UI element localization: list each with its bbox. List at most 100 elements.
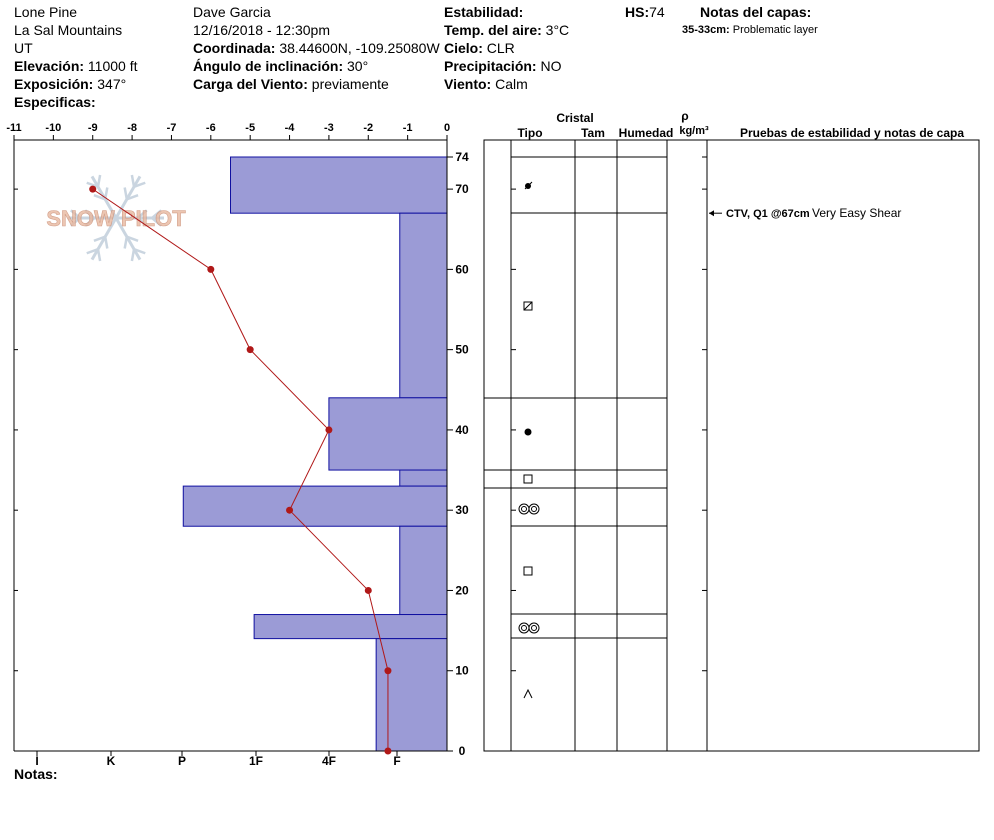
notes-label: Notas: — [14, 766, 58, 782]
faceted-rounded-grain-icon — [523, 301, 533, 311]
air-temp-value: 3°C — [545, 22, 570, 38]
hardness-bar — [230, 156, 448, 214]
test-result-code: CTV, Q1 @67cm — [726, 208, 810, 220]
melt-forms-grain-inner — [521, 506, 527, 512]
hardness-tick-label: 4F — [322, 754, 336, 768]
depth-hoar-grain-icon — [523, 688, 533, 699]
depth-tick-label: 0 — [459, 744, 466, 758]
type-header: Tipo — [517, 126, 542, 140]
temperature-point — [89, 185, 97, 193]
temperature-point — [207, 265, 215, 273]
temp-tick-label: -11 — [6, 122, 21, 134]
elevation-value: 11000 ft — [87, 58, 138, 74]
depth-tick-label: 10 — [455, 664, 469, 678]
coordinate-row: Coordinada: 38.44600N, -109.25080W — [193, 40, 440, 56]
temperature-point — [246, 346, 254, 354]
depth-tick-label: 60 — [455, 262, 469, 276]
crystal-header: Cristal — [556, 111, 593, 125]
aspect-row: Exposición: 347° — [14, 76, 126, 92]
density-header: ρ — [681, 109, 688, 123]
melt-forms-grain-icon-2 — [528, 503, 540, 515]
wind-value: Calm — [495, 76, 528, 92]
sky-label: Cielo: — [444, 40, 483, 56]
depth-tick-label: 70 — [455, 182, 469, 196]
wind-load-row: Carga del Viento: previamente — [193, 76, 389, 92]
temperature-point — [286, 506, 294, 514]
air-temp-label: Temp. del aire: — [444, 22, 542, 38]
wind-label: Viento: — [444, 76, 492, 92]
mountain-range: La Sal Mountains — [14, 22, 123, 38]
hardness-bar — [182, 485, 448, 527]
hardness-bar — [328, 397, 448, 471]
temp-tick-label: -1 — [403, 122, 413, 134]
wind-row: Viento: Calm — [444, 76, 528, 92]
aspect-label: Exposición: — [14, 76, 94, 92]
location: Lone Pine — [14, 4, 78, 20]
faceted-grain-icon — [523, 474, 533, 484]
temp-tick-label: -4 — [285, 122, 296, 134]
hardness-bar — [375, 638, 448, 752]
layer-note-text: Problematic layer — [732, 24, 818, 36]
elevation-label: Elevación: — [14, 58, 85, 74]
size-header: Tam — [581, 126, 605, 140]
temp-tick-label: -5 — [245, 122, 255, 134]
faceted-grain-icon — [523, 566, 533, 576]
layer-notes-label: Notas del capas: — [700, 4, 812, 20]
hardness-tick-label: I — [35, 754, 38, 768]
temp-tick-label: -8 — [127, 122, 137, 134]
hardness-tick-label: K — [107, 754, 116, 768]
wind-load-value: previamente — [311, 76, 389, 92]
sky-value: CLR — [486, 40, 515, 56]
hardness-bar — [399, 525, 448, 616]
depth-tick-label: 74 — [455, 150, 469, 164]
moisture-header: Humedad — [619, 126, 674, 140]
hardness-bar — [253, 614, 448, 640]
melt-forms-grain-inner — [521, 625, 527, 631]
hardness-tick-label: F — [393, 754, 400, 768]
incline-label: Ángulo de inclinación: — [193, 58, 344, 74]
hardness-tick-label: P — [178, 754, 186, 768]
hs-row: HS:74 — [625, 4, 665, 20]
temp-tick-label: -6 — [206, 122, 216, 134]
specifics-label: Especificas: — [14, 94, 96, 110]
observer: Dave Garcia — [193, 4, 271, 20]
temp-tick-label: -9 — [88, 122, 98, 134]
watermark-text: SNOW PILOT — [46, 206, 186, 231]
temp-tick-label: -3 — [324, 122, 334, 134]
melt-forms-grain-icon-2 — [528, 622, 540, 634]
faceted-rounded-grain-stroke — [523, 301, 533, 311]
layer-table-frame — [483, 139, 980, 752]
temp-tick-label: -2 — [363, 122, 373, 134]
temperature-point — [325, 426, 333, 434]
rounded-grain-icon — [524, 428, 532, 436]
wind-load-label: Carga del Viento: — [193, 76, 308, 92]
density-unit: kg/m³ — [679, 125, 709, 137]
hs-label: HS: — [625, 4, 650, 20]
air-temp-row: Temp. del aire: 3°C — [444, 22, 569, 38]
hs-value: 74 — [649, 4, 665, 20]
test-arrow-head-icon — [709, 210, 714, 217]
hardness-bar — [399, 469, 448, 487]
state: UT — [14, 40, 33, 56]
melt-forms-grain-inner-2 — [531, 506, 537, 512]
precip-label: Precipitación: — [444, 58, 537, 74]
datetime: 12/16/2018 - 12:30pm — [193, 22, 330, 38]
depth-tick-label: 30 — [455, 503, 469, 517]
sky-row: Cielo: CLR — [444, 40, 515, 56]
temperature-line — [92, 188, 389, 751]
tests-header: Pruebas de estabilidad y notas de capa — [740, 126, 964, 140]
incline-row: Ángulo de inclinación: 30° — [193, 58, 368, 74]
coordinate-value: 38.44600N, -109.25080W — [279, 40, 440, 56]
aspect-value: 347° — [97, 76, 127, 92]
melt-forms-grain-inner-2 — [531, 625, 537, 631]
temperature-point — [384, 747, 392, 755]
test-result-desc: Very Easy Shear — [812, 206, 901, 220]
hardness-bar — [399, 212, 448, 399]
temperature-point — [384, 667, 392, 675]
decomposing-grain-stroke — [524, 181, 533, 190]
coordinate-label: Coordinada: — [193, 40, 276, 56]
temperature-point — [364, 586, 372, 594]
temp-tick-label: -7 — [167, 122, 177, 134]
stability-label: Estabilidad: — [444, 4, 524, 20]
